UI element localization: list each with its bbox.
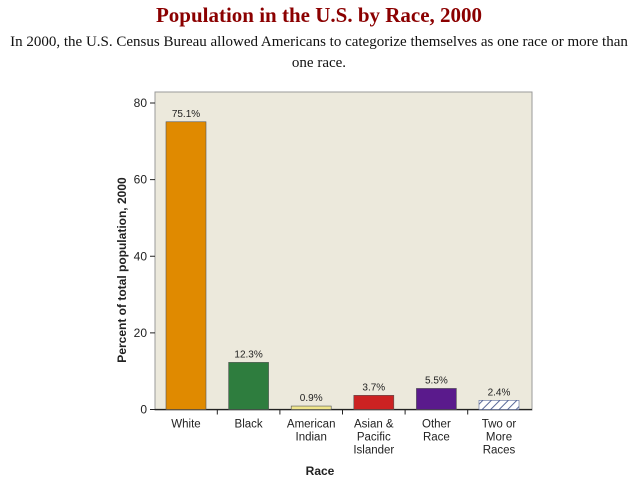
x-axis-title: Race <box>306 464 335 478</box>
bar <box>478 400 520 410</box>
bar-data-label: 2.4% <box>488 387 511 398</box>
y-tick-label: 0 <box>140 403 147 417</box>
bar-data-label: 75.1% <box>172 109 200 120</box>
bar <box>165 121 207 410</box>
bar <box>416 388 457 410</box>
y-tick-label: 40 <box>134 249 148 263</box>
bar <box>228 362 269 410</box>
page-subtitle: In 2000, the U.S. Census Bureau allowed … <box>10 34 628 71</box>
category-label: Two or More Races <box>482 419 517 457</box>
bar-data-label: 5.5% <box>425 375 448 386</box>
y-tick-label: 60 <box>134 173 148 187</box>
page-title: Population in the U.S. by Race, 2000 <box>155 3 483 27</box>
bar-data-label: 12.3% <box>234 349 262 360</box>
bar <box>353 395 395 410</box>
bar <box>290 405 332 410</box>
y-axis-title: Percent of total population, 2000 <box>115 177 129 363</box>
category-label: Asian & Pacific Islander <box>353 419 394 457</box>
y-tick-label: 20 <box>134 326 148 340</box>
category-label: American Indian <box>287 419 336 444</box>
category-label: White <box>171 419 200 431</box>
category-label: Black <box>235 419 263 431</box>
bar-data-label: 0.9% <box>300 393 323 404</box>
category-label: Other Race <box>422 419 451 444</box>
y-tick-label: 80 <box>134 96 148 110</box>
bar-data-label: 3.7% <box>362 382 385 393</box>
plot-area <box>154 91 533 411</box>
